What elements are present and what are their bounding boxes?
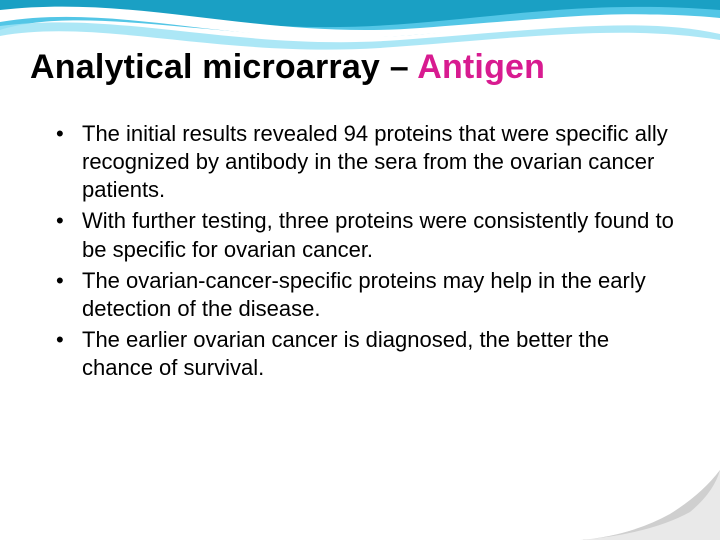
bullet-text: The ovarian-cancer-specific proteins may… — [82, 268, 646, 321]
list-item: The earlier ovarian cancer is diagnosed,… — [56, 326, 676, 382]
bullet-text: The earlier ovarian cancer is diagnosed,… — [82, 327, 609, 380]
bullet-text: The initial results revealed 94 proteins… — [82, 121, 668, 202]
list-item: The ovarian-cancer-specific proteins may… — [56, 267, 676, 323]
bullet-list: The initial results revealed 94 proteins… — [56, 120, 676, 385]
list-item: With further testing, three proteins wer… — [56, 207, 676, 263]
bullet-text: With further testing, three proteins wer… — [82, 208, 674, 261]
slide-title: Analytical microarray – Antigen — [30, 48, 545, 87]
list-item: The initial results revealed 94 proteins… — [56, 120, 676, 204]
title-text-accent: Antigen — [417, 48, 545, 86]
page-curl-icon — [580, 470, 720, 540]
title-text-main: Analytical microarray – — [30, 48, 417, 86]
